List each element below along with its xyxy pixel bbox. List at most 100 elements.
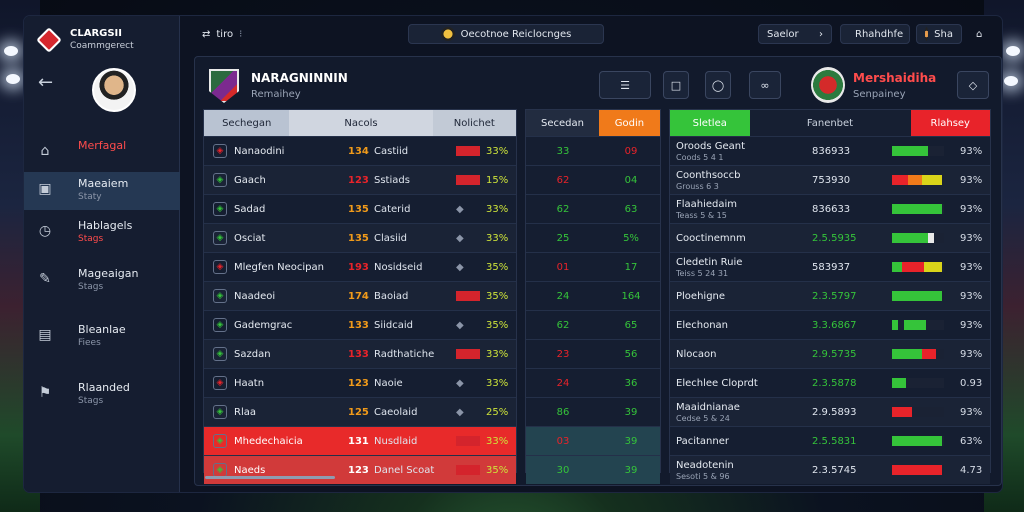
score-away: 56 <box>624 348 638 360</box>
table-row[interactable]: ◈ Nanaodini 134 Castiid 33% <box>204 136 516 165</box>
team-subtitle: Remaihey <box>251 89 301 100</box>
table-row[interactable]: Cledetin Ruie Teiss 5 24 31 583937 93% <box>670 252 990 281</box>
sidebar-item-rlaanded[interactable]: ⚑ Rlaanded Stags <box>24 376 180 414</box>
player-number: 193 <box>348 261 369 273</box>
table-row[interactable]: 86 39 <box>526 397 660 426</box>
player-number: 123 <box>348 377 369 389</box>
col-header[interactable]: Nacols <box>289 110 433 136</box>
table-row[interactable]: 30 39 <box>526 455 660 484</box>
back-arrow-icon[interactable]: ← <box>38 72 54 93</box>
shuffle-icon: ⇄ <box>202 28 211 40</box>
table-row[interactable]: Elechlee Cloprdt 2.3.5878 0.93 <box>670 368 990 397</box>
table-row[interactable]: ◈ Gaach 123 Sstiads 15% <box>204 165 516 194</box>
table-row[interactable]: ◈ Naadeoi 174 Baoiad 35% <box>204 281 516 310</box>
table-row[interactable]: 23 56 <box>526 339 660 368</box>
table-row[interactable]: Ploehigne 2.3.5797 93% <box>670 281 990 310</box>
table-row[interactable]: ◈ Gademgrac 133 Siidcaid ◆ 35% <box>204 310 516 339</box>
table-row[interactable]: 01 17 <box>526 252 660 281</box>
stat-name: Ploehigne <box>676 291 726 302</box>
panel-header: NARAGNINNIN Remaihey ☰ □ ◯ ∞ Mershaidiha… <box>205 65 991 105</box>
flag-icon: ⚑ <box>38 385 52 401</box>
player-stat: Baoiad <box>374 290 409 302</box>
form-bar <box>456 436 480 446</box>
table-row[interactable]: 33 09 <box>526 136 660 165</box>
user2-pill[interactable]: Sha <box>916 24 962 44</box>
player-pct: 33% <box>486 232 509 244</box>
player-pct: 35% <box>486 261 509 273</box>
sidebar-item-mageaigan[interactable]: ✎ Mageaigan Stags <box>24 262 180 300</box>
table-row[interactable]: Oroods Geant Coods 5 4 1 836933 93% <box>670 136 990 165</box>
table-row[interactable]: Coonthsoccb Grouss 6 3 753930 93% <box>670 165 990 194</box>
stat-sub: Coods 5 4 1 <box>676 153 724 162</box>
sidebar-item-hablagels[interactable]: ◷ Hablagels Stags <box>24 214 180 252</box>
options-button[interactable]: ☰ <box>599 71 651 99</box>
table-row[interactable]: 62 04 <box>526 165 660 194</box>
table-row[interactable]: 62 65 <box>526 310 660 339</box>
sidebar-item-bleanlae[interactable]: ▤ Bleanlae Fiees <box>24 318 180 356</box>
col-header[interactable]: Godin <box>598 110 660 136</box>
table-row[interactable]: 25 5% <box>526 223 660 252</box>
player-number: 123 <box>348 174 369 186</box>
table-row[interactable]: ◈ Mlegfen Neocipan 193 Nosidseid ◆ 35% <box>204 252 516 281</box>
table-row[interactable]: ◈ Osciat 135 Clasiid ◆ 33% <box>204 223 516 252</box>
horizontal-scrollbar[interactable] <box>205 476 335 479</box>
stat-pct: 4.73 <box>960 464 983 476</box>
table-row[interactable]: ◈ Naeds 123 Danel Scoat 35% <box>204 455 516 484</box>
notification-icon[interactable]: ⌂ <box>976 28 983 40</box>
table-header: Sletlea Fanenbet Rlahsey <box>670 110 990 136</box>
table-row[interactable]: 03 39 <box>526 426 660 455</box>
table-row[interactable]: ◈ Sadad 135 Caterid ◆ 33% <box>204 194 516 223</box>
col-header[interactable]: Sechegan <box>204 110 290 136</box>
app-name: CLARGSII <box>70 28 123 39</box>
stat-bar <box>892 407 944 417</box>
form-bar <box>456 465 480 475</box>
team-title: NARAGNINNIN <box>251 71 348 85</box>
player-icon: ◈ <box>213 318 227 332</box>
table-row[interactable]: Maaidnianae Cedse 5 & 24 2.9.5893 93% <box>670 397 990 426</box>
player-number: 174 <box>348 290 369 302</box>
close-button[interactable]: ◇ <box>957 71 989 99</box>
col-header[interactable]: Rlahsey <box>910 110 990 136</box>
score-away: 65 <box>624 319 638 331</box>
team-crest-home <box>209 69 239 103</box>
table-row[interactable]: 24 36 <box>526 368 660 397</box>
table-row[interactable]: ◈ Sazdan 133 Radthatiche 33% <box>204 339 516 368</box>
table-row[interactable]: 24 164 <box>526 281 660 310</box>
col-header[interactable]: Sletlea <box>670 110 750 136</box>
link-button[interactable]: ∞ <box>749 71 781 99</box>
avatar[interactable] <box>92 68 136 112</box>
table-row[interactable]: Elechonan 3.3.6867 93% <box>670 310 990 339</box>
stat-pct: 0.93 <box>960 377 983 389</box>
col-header[interactable]: Nolichet <box>432 110 516 136</box>
table-row[interactable]: Cooctinemnm 2.5.5935 93% <box>670 223 990 252</box>
brand-logo <box>36 27 62 53</box>
match-title-pill[interactable]: Oecotnoe Reiclocnges <box>408 24 604 44</box>
player-pct: 33% <box>486 145 509 157</box>
document-icon: ▤ <box>38 327 52 343</box>
table-row[interactable]: Flaahiedaim Teass 5 & 15 836633 93% <box>670 194 990 223</box>
stat-bar <box>892 233 944 243</box>
table-row[interactable]: Pacitanner 2.5.5831 63% <box>670 426 990 455</box>
table-row[interactable]: 62 63 <box>526 194 660 223</box>
shuffle-button[interactable]: ⇄ tiro ⁝ <box>202 28 243 40</box>
col-header[interactable]: Secedan <box>526 110 599 136</box>
stat-name: Nlocaon <box>676 349 717 360</box>
sidebar-item-merfagal[interactable]: ⌂ Merfagal <box>24 134 180 172</box>
sidebar-item-maeaiem[interactable]: ▣ Maeaiem Staty <box>24 172 180 210</box>
square-button[interactable]: □ <box>663 71 689 99</box>
table-row[interactable]: Neadotenin Sesoti 5 & 96 2.3.5745 4.73 <box>670 455 990 484</box>
stat-bar <box>892 378 944 388</box>
table-row[interactable]: ◈ Mhedechaicia 131 Nusdlaid 33% <box>204 426 516 455</box>
player-number: 135 <box>348 232 369 244</box>
col-header[interactable]: Fanenbet <box>749 110 911 136</box>
circle-button[interactable]: ◯ <box>705 71 731 99</box>
score-home: 33 <box>556 145 570 157</box>
user-pill[interactable]: Rhahdhfe <box>840 24 910 44</box>
stat-name: Cooctinemnm <box>676 233 746 244</box>
search-pill[interactable]: Saelor › <box>758 24 832 44</box>
player-pct: 15% <box>486 174 509 186</box>
player-icon: ◈ <box>213 376 227 390</box>
table-row[interactable]: ◈ Rlaa 125 Caeolaid ◆ 25% <box>204 397 516 426</box>
table-row[interactable]: Nlocaon 2.9.5735 93% <box>670 339 990 368</box>
table-row[interactable]: ◈ Haatn 123 Naoie ◆ 33% <box>204 368 516 397</box>
